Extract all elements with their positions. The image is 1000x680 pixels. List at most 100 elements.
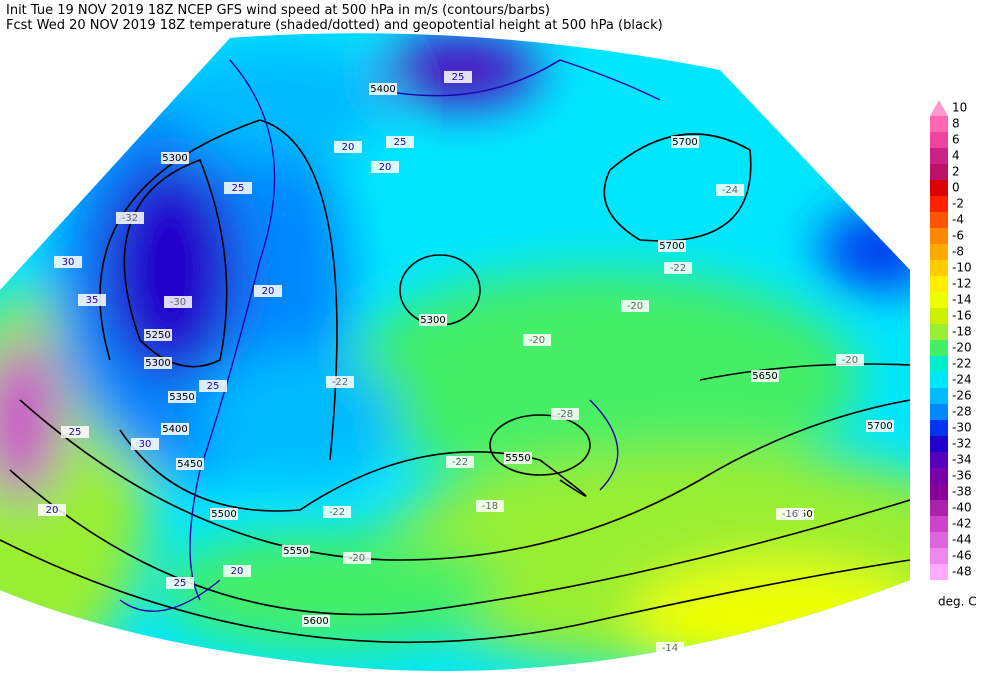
wind-label: 20 [46, 505, 59, 516]
colorbar-swatch [930, 404, 948, 420]
height-label: 5350 [169, 392, 194, 403]
colorbar-label: -40 [952, 501, 972, 515]
header-line: Init Tue 19 NOV 2019 18Z NCEP GFS wind s… [6, 3, 550, 18]
wind-label-box [166, 577, 194, 589]
colorbar-label: -28 [952, 405, 972, 419]
wind-label: 30 [62, 257, 75, 268]
height-label-box [210, 508, 238, 520]
temperature-label: -22 [332, 377, 348, 388]
colorbar-swatch [930, 468, 948, 484]
colorbar-label: 6 [952, 133, 960, 147]
height-label: 5250 [145, 330, 170, 341]
colorbar-unit: deg. C [938, 595, 977, 609]
temperature-label: -20 [529, 335, 545, 346]
colorbar-label: -26 [952, 389, 972, 403]
temperature-label: -22 [670, 263, 686, 274]
colorbar-label: -38 [952, 485, 972, 499]
temperature-label-box [116, 212, 144, 224]
height-label: 5550 [283, 546, 308, 557]
wind-label-box [54, 256, 82, 268]
colorbar-swatch [930, 420, 948, 436]
height-label-box [168, 391, 196, 403]
colorbar-label: 0 [952, 181, 960, 195]
wind-label: 20 [342, 142, 355, 153]
height-label-box [144, 357, 172, 369]
height-label: 5300 [162, 153, 187, 164]
temperature-label-box [836, 354, 864, 366]
colorbar-label: -8 [952, 245, 964, 259]
height-label: 5650 [752, 371, 777, 382]
colorbar-swatch [930, 228, 948, 244]
colorbar-label: -18 [952, 325, 972, 339]
colorbar-label: -22 [952, 357, 972, 371]
wind-label: 25 [394, 137, 407, 148]
colorbar-label: -32 [952, 437, 972, 451]
height-label-box [658, 240, 686, 252]
wind-label: 25 [207, 381, 220, 392]
temperature-label: -20 [349, 553, 365, 564]
wind-label-box [38, 504, 66, 516]
wind-label-box [224, 182, 252, 194]
temperature-label: -16 [782, 509, 798, 520]
height-label-box [504, 452, 532, 464]
colorbar-swatch [930, 148, 948, 164]
temperature-label-box [523, 334, 551, 346]
temperature-label-box [446, 456, 474, 468]
temperature-label: -22 [329, 507, 345, 518]
height-label: 5700 [867, 421, 892, 432]
wind-label: 30 [139, 439, 152, 450]
height-label: 5700 [672, 137, 697, 148]
colorbar-swatch [930, 260, 948, 276]
temperature-label-box [164, 296, 192, 308]
colorbar-swatch [930, 180, 948, 196]
wind-label-box [254, 285, 282, 297]
colorbar: 10 8 6 4 2 0 -2 -4 -6 -8 -10 -12 -14 -16 -18 -20 -22 -24 -… [930, 100, 972, 580]
wind-label: 20 [231, 566, 244, 577]
height-label-box [144, 329, 172, 341]
colorbar-swatch [930, 196, 948, 212]
colorbar-swatch [930, 452, 948, 468]
temperature-label-box [343, 552, 371, 564]
colorbar-swatch [930, 436, 948, 452]
colorbar-swatch [930, 276, 948, 292]
wind-label-box [131, 438, 159, 450]
wind-label-box [334, 141, 362, 153]
header-line: Fcst Wed 20 NOV 2019 18Z temperature (sh… [6, 18, 663, 33]
wind-label: 20 [262, 286, 275, 297]
colorbar-swatch [930, 244, 948, 260]
temperature-label-box [323, 506, 351, 518]
wind-label: 35 [86, 295, 99, 306]
height-label: 5450 [177, 459, 202, 470]
colorbar-swatch [930, 100, 948, 116]
colorbar-label: 10 [952, 101, 967, 115]
temperature-label-box [656, 642, 684, 654]
wind-label-box [371, 161, 399, 173]
colorbar-label: -20 [952, 341, 972, 355]
wind-label-box [444, 71, 472, 83]
colorbar-swatch [930, 116, 948, 132]
colorbar-label: -10 [952, 261, 972, 275]
height-label-box [161, 423, 189, 435]
temperature-label: -24 [722, 185, 738, 196]
height-label-box [751, 370, 779, 382]
temperature-label: -30 [170, 297, 186, 308]
colorbar-swatch [930, 324, 948, 340]
colorbar-label: -2 [952, 197, 964, 211]
colorbar-label: -16 [952, 309, 972, 323]
wind-label-box [199, 380, 227, 392]
height-label: 5300 [145, 358, 170, 369]
temperature-label-box [476, 500, 504, 512]
colorbar-swatch [930, 292, 948, 308]
colorbar-label: -14 [952, 293, 972, 307]
colorbar-swatch [930, 372, 948, 388]
wind-label-box [61, 426, 89, 438]
colorbar-label: -44 [952, 533, 972, 547]
colorbar-swatch [930, 356, 948, 372]
colorbar-swatch [930, 484, 948, 500]
colorbar-swatch [930, 564, 948, 580]
colorbar-label: -42 [952, 517, 972, 531]
wind-label: 20 [379, 162, 392, 173]
temperature-label: -20 [842, 355, 858, 366]
colorbar-swatch [930, 212, 948, 228]
